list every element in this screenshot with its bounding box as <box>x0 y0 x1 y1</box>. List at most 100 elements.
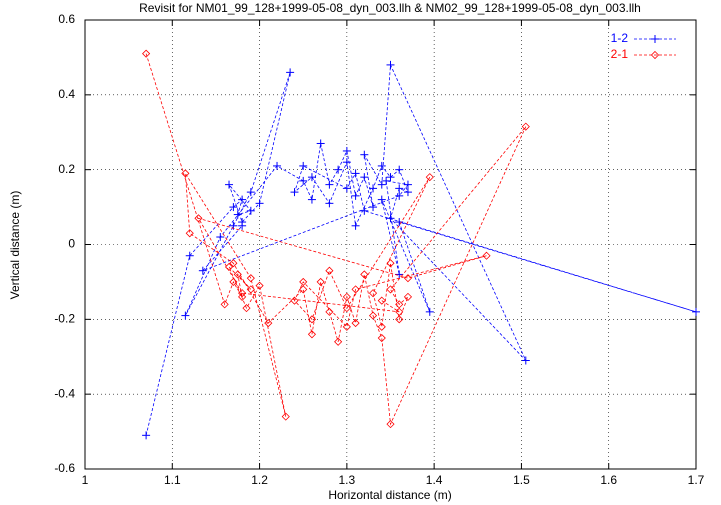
marker-diamond <box>386 285 395 294</box>
marker-diamond <box>238 289 247 298</box>
marker-diamond <box>342 322 351 331</box>
marker-diamond <box>325 266 334 275</box>
marker-plus <box>395 270 404 279</box>
marker-diamond <box>307 330 317 339</box>
marker-plus <box>377 195 386 204</box>
x-tick-label: 1.5 <box>513 473 530 487</box>
marker-diamond <box>403 292 413 301</box>
marker-plus <box>181 311 190 320</box>
x-tick-label: 1.2 <box>251 473 268 487</box>
marker-diamond <box>403 274 413 283</box>
marker-plus <box>369 203 378 212</box>
marker-plus <box>233 210 242 219</box>
marker-diamond <box>224 262 234 272</box>
marker-diamond <box>299 285 308 294</box>
x-tick-label: 1.3 <box>339 473 356 487</box>
marker-plus <box>425 307 434 316</box>
marker-diamond <box>360 270 369 279</box>
y-tick-label: 0.2 <box>58 162 75 176</box>
y-tick-label: -0.6 <box>54 461 75 475</box>
marker-plus <box>360 206 369 215</box>
marker-plus <box>238 195 247 204</box>
marker-diamond <box>368 289 378 298</box>
marker-diamond <box>342 304 351 313</box>
legend-label: 2-1 <box>611 47 629 61</box>
series-line <box>145 64 697 436</box>
marker-plus <box>360 173 369 182</box>
marker-diamond <box>290 296 299 305</box>
marker-diamond <box>325 307 334 316</box>
y-tick-label: 0.4 <box>58 87 75 101</box>
marker-plus <box>386 60 395 69</box>
marker-plus <box>386 173 395 182</box>
marker-diamond <box>316 277 325 286</box>
marker-diamond <box>377 333 386 343</box>
marker-diamond <box>425 173 434 182</box>
marker-plus <box>325 180 334 189</box>
marker-diamond <box>351 319 360 328</box>
marker-plus <box>216 233 225 242</box>
marker-plus <box>377 161 386 170</box>
marker-plus <box>238 221 247 230</box>
marker-plus <box>246 206 255 215</box>
legend-label: 1-2 <box>611 31 629 45</box>
marker-diamond <box>264 319 273 328</box>
marker-plus <box>403 180 412 189</box>
marker-plus <box>360 150 369 159</box>
marker-plus <box>395 184 404 193</box>
y-tick-label: -0.2 <box>54 312 75 326</box>
marker-plus <box>395 218 404 227</box>
marker-diamond <box>242 304 251 313</box>
marker-plus <box>342 184 351 193</box>
marker-plus <box>377 180 386 189</box>
series-line <box>145 53 527 426</box>
marker-plus <box>386 214 395 223</box>
plot-frame <box>84 19 697 470</box>
marker-plus <box>273 161 282 170</box>
marker-plus <box>316 139 325 148</box>
x-axis-label: Horizontal distance (m) <box>328 488 451 502</box>
marker-diamond <box>395 315 404 324</box>
x-tick-label: 1 <box>82 473 89 487</box>
marker-plus <box>299 176 308 185</box>
marker-diamond <box>194 214 203 223</box>
marker-diamond <box>229 259 238 268</box>
marker-plus <box>334 165 343 174</box>
marker-diamond <box>281 412 290 421</box>
marker-plus <box>342 146 351 155</box>
marker-plus <box>185 251 194 260</box>
marker-diamond <box>334 337 343 346</box>
marker-diamond <box>142 49 151 58</box>
marker-plus <box>692 307 700 316</box>
marker-plus <box>307 173 316 182</box>
marker-plus <box>229 203 238 212</box>
marker-diamond <box>307 315 317 324</box>
marker-diamond <box>246 274 255 283</box>
marker-diamond <box>395 307 404 316</box>
marker-plus <box>395 191 404 200</box>
marker-plus <box>521 356 530 365</box>
marker-diamond <box>246 285 255 294</box>
marker-diamond <box>650 50 660 60</box>
y-axis-label: Vertical distance (m) <box>8 191 22 300</box>
marker-plus <box>382 176 391 185</box>
x-tick-label: 1.6 <box>600 473 617 487</box>
marker-diamond <box>255 281 264 290</box>
marker-plus <box>290 188 299 197</box>
marker-plus <box>351 191 360 200</box>
marker-diamond <box>377 296 386 305</box>
marker-plus <box>142 431 151 440</box>
marker-plus <box>351 221 360 230</box>
marker-plus <box>286 68 295 77</box>
marker-diamond <box>220 300 229 309</box>
marker-diamond <box>386 420 395 429</box>
marker-plus <box>403 188 412 197</box>
y-tick-label: -0.4 <box>54 386 75 400</box>
marker-diamond <box>233 270 242 279</box>
marker-plus <box>369 184 378 193</box>
marker-plus <box>255 199 264 208</box>
marker-plus <box>246 188 255 197</box>
marker-diamond <box>482 251 491 260</box>
marker-plus <box>342 158 351 167</box>
